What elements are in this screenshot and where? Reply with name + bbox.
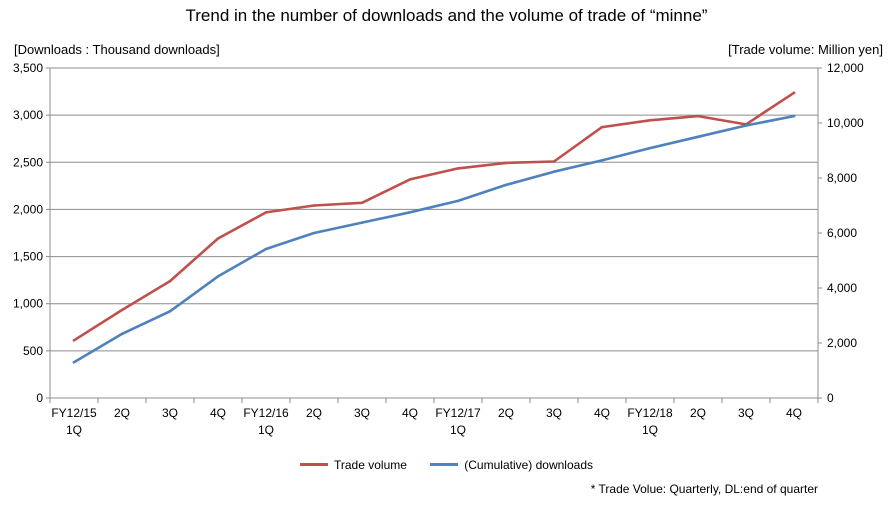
trade-volume-point bbox=[456, 167, 460, 170]
y-right-tick-label: 2,000 bbox=[827, 336, 857, 350]
chart-title: Trend in the number of downloads and the… bbox=[185, 6, 708, 25]
downloads-point bbox=[312, 231, 316, 235]
trade-volume-point bbox=[120, 308, 124, 312]
y-right-tick-label: 10,000 bbox=[827, 116, 864, 130]
trade-volume-point bbox=[552, 160, 556, 163]
downloads-point bbox=[72, 360, 76, 364]
x-tick-label: FY12/18 bbox=[627, 406, 673, 420]
legend-label-downloads: (Cumulative) downloads bbox=[464, 457, 593, 472]
x-tick-label: 1Q bbox=[258, 423, 274, 437]
trade-volume-point bbox=[600, 125, 604, 129]
downloads-point bbox=[360, 221, 364, 224]
trade-volume-point bbox=[216, 237, 220, 240]
x-tick-label: FY12/15 bbox=[51, 406, 97, 420]
x-tick-label: FY12/16 bbox=[243, 406, 289, 420]
trade-volume-point bbox=[792, 91, 796, 95]
trade-volume-point bbox=[504, 161, 508, 165]
y-right-tick-label: 12,000 bbox=[827, 61, 864, 75]
y-left-tick-label: 2,000 bbox=[13, 202, 43, 216]
downloads-point bbox=[648, 146, 652, 150]
downloads-point bbox=[168, 309, 172, 313]
trade-volume-point bbox=[264, 211, 268, 214]
chart-legend: Trade volume (Cumulative) downloads bbox=[0, 455, 893, 472]
downloads-point bbox=[696, 135, 700, 139]
y-left-tick-label: 0 bbox=[36, 391, 43, 405]
y-right-tick-label: 4,000 bbox=[827, 281, 857, 295]
y-right-tick-label: 6,000 bbox=[827, 226, 857, 240]
x-tick-label: 4Q bbox=[210, 406, 226, 420]
downloads-point bbox=[216, 275, 220, 278]
footnote: * Trade Volue: Quarterly, DL:end of quar… bbox=[590, 482, 818, 496]
downloads-point bbox=[600, 159, 604, 162]
y-left-tick-label: 2,500 bbox=[13, 155, 43, 169]
downloads-point bbox=[456, 199, 460, 203]
downloads-point bbox=[792, 114, 796, 118]
y-left-tick-label: 3,000 bbox=[13, 108, 43, 122]
trade-volume-point bbox=[360, 201, 364, 205]
trade-volume-point bbox=[408, 178, 412, 181]
trade-volume-point bbox=[648, 118, 652, 122]
downloads-point bbox=[504, 183, 508, 187]
x-tick-label: 1Q bbox=[66, 423, 82, 437]
x-tick-label: 2Q bbox=[498, 406, 514, 420]
x-tick-label: 3Q bbox=[162, 406, 178, 420]
x-tick-label: 2Q bbox=[306, 406, 322, 420]
x-tick-label: 4Q bbox=[786, 406, 802, 420]
legend-item-trade-volume: Trade volume bbox=[300, 458, 407, 472]
downloads-point bbox=[744, 124, 748, 127]
x-tick-label: 1Q bbox=[642, 423, 658, 437]
x-tick-label: 3Q bbox=[738, 406, 754, 420]
x-tick-label: 4Q bbox=[594, 406, 610, 420]
legend-swatch-downloads bbox=[430, 463, 459, 466]
x-tick-label: 4Q bbox=[402, 406, 418, 420]
y-right-tick-label: 0 bbox=[827, 391, 834, 405]
y-left-tick-label: 500 bbox=[23, 344, 43, 358]
trade-volume-point bbox=[72, 338, 76, 342]
trade-volume-point bbox=[696, 114, 700, 118]
downloads-point bbox=[552, 170, 556, 174]
downloads-line bbox=[72, 114, 796, 364]
trade-volume-point bbox=[312, 204, 316, 207]
x-tick-label: 1Q bbox=[450, 423, 466, 437]
y-axis-right-label: [Trade volume: Million yen] bbox=[728, 42, 883, 57]
y-right-tick-label: 8,000 bbox=[827, 171, 857, 185]
y-left-tick-label: 1,500 bbox=[13, 250, 43, 264]
x-tick-label: 2Q bbox=[690, 406, 706, 420]
x-tick-label: 3Q bbox=[354, 406, 370, 420]
x-tick-label: 2Q bbox=[114, 406, 130, 420]
legend-item-downloads: (Cumulative) downloads bbox=[430, 458, 593, 472]
y-axis-left-label: [Downloads : Thousand downloads] bbox=[14, 42, 220, 57]
x-tick-label: FY12/17 bbox=[435, 406, 481, 420]
downloads-point bbox=[120, 332, 124, 336]
y-left-tick-label: 3,500 bbox=[13, 61, 43, 75]
legend-swatch-trade-volume bbox=[300, 463, 328, 466]
downloads-point bbox=[408, 210, 412, 214]
trade-volume-line bbox=[72, 91, 796, 342]
x-tick-label: 3Q bbox=[546, 406, 562, 420]
downloads-point bbox=[264, 247, 268, 251]
legend-label-trade-volume: Trade volume bbox=[334, 457, 407, 472]
y-left-tick-label: 1,000 bbox=[13, 297, 43, 311]
trade-volume-point bbox=[168, 279, 172, 283]
